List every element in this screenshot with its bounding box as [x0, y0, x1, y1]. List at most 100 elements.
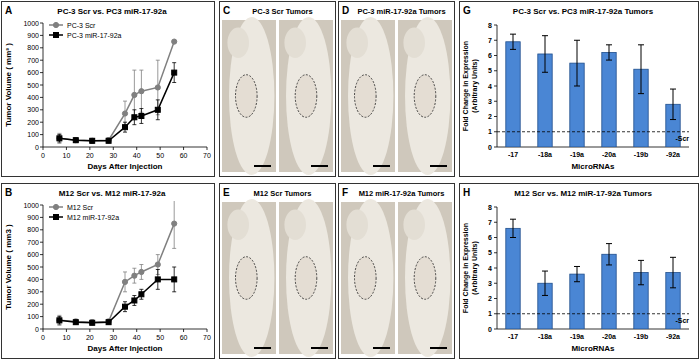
photo: [398, 199, 452, 357]
error-stem: [545, 271, 546, 295]
y-tick-label: 200: [27, 301, 39, 308]
y-tick-label: 8: [488, 204, 492, 211]
error-cap: [510, 34, 516, 35]
tumor-outline: [414, 75, 436, 118]
data-point: [172, 277, 177, 282]
error-cap: [510, 49, 516, 50]
photo: [279, 199, 333, 357]
y-axis-label: Tumor Volume ( mm3 ): [4, 224, 13, 310]
x-tick-label: -18a: [538, 333, 552, 340]
data-point: [57, 318, 62, 323]
y-tick-label: 600: [27, 69, 39, 76]
photo-title: M12 Scr Tumors: [254, 189, 312, 198]
y-tick-label: 0: [35, 144, 39, 151]
y-axis-label: (Arbitrary Units): [471, 241, 479, 295]
panel-frame: [220, 184, 336, 359]
error-bar: [172, 63, 176, 83]
error-stem: [641, 45, 642, 94]
x-tick-label: 50: [156, 152, 164, 159]
panel-letter: A: [5, 5, 12, 16]
y-tick: [40, 122, 43, 123]
panel-frame: [2, 2, 215, 177]
error-bar: [132, 110, 136, 125]
error-cap: [574, 40, 580, 41]
tumor-outline: [414, 257, 436, 300]
error-bar: [132, 296, 136, 306]
y-tick: [494, 25, 497, 26]
error-cap: [132, 268, 136, 269]
data-point: [139, 89, 144, 94]
bar: [506, 42, 520, 147]
x-tick-label: 10: [63, 152, 71, 159]
error-cap: [156, 289, 160, 290]
y-tick: [40, 109, 43, 110]
panel-letter: E: [223, 187, 230, 198]
y-tick: [40, 217, 43, 218]
error-cap: [156, 254, 160, 255]
y-tick-label: 0: [488, 144, 492, 151]
series-line: [59, 224, 174, 323]
plot-area: [497, 34, 689, 147]
data-point: [139, 292, 144, 297]
data-point: [132, 115, 137, 120]
error-cap: [510, 237, 516, 238]
legend-label: M12 Scr: [67, 204, 94, 211]
x-tick-label: -20a: [602, 151, 616, 158]
y-tick: [494, 207, 497, 208]
y-tick: [494, 40, 497, 41]
y-tick-label: 6: [488, 234, 492, 241]
x-tick: [160, 329, 161, 332]
reference-label: -Scr: [675, 135, 689, 142]
tumor-outline: [295, 75, 317, 118]
data-point: [155, 85, 160, 90]
mouse-limb: [284, 210, 306, 240]
error-cap: [123, 132, 127, 133]
y-tick-label: 700: [27, 239, 39, 246]
y-tick: [40, 47, 43, 48]
error-cap: [123, 271, 127, 272]
x-tick-label: 20: [86, 334, 94, 341]
y-tick-label: 800: [27, 226, 39, 233]
panel-letter: C: [223, 5, 230, 16]
error-cap: [574, 266, 580, 267]
error-cap: [57, 143, 61, 144]
error-cap: [57, 315, 61, 316]
data-point: [122, 111, 127, 116]
x-tick-label: 70: [203, 152, 211, 159]
data-point: [90, 138, 95, 143]
error-bar: [574, 266, 580, 281]
error-cap: [606, 60, 612, 61]
data-point: [57, 136, 62, 141]
panel-letter: B: [5, 187, 12, 198]
y-tick-label: 2: [488, 295, 492, 302]
y-tick-label: 600: [27, 251, 39, 258]
error-cap: [606, 264, 612, 265]
error-cap: [172, 62, 176, 63]
y-axis-label: Tumor Volume ( mm³ ): [4, 43, 13, 127]
y-tick-label: 100: [27, 131, 39, 138]
scale-bar: [254, 165, 271, 167]
y-tick-label: 7: [488, 219, 492, 226]
error-bar: [90, 320, 94, 325]
error-cap: [132, 109, 136, 110]
x-tick-label: 0: [41, 152, 45, 159]
error-cap: [57, 324, 61, 325]
error-cap: [132, 305, 136, 306]
y-tick: [494, 298, 497, 299]
y-axis-label: Fold Change in Expression: [462, 41, 470, 131]
legend-label: PC-3 Scr: [67, 22, 96, 29]
x-tick-label: 60: [180, 334, 188, 341]
mouse-limb: [346, 28, 368, 58]
error-stem: [577, 40, 578, 86]
y-tick: [40, 134, 43, 135]
y-tick-label: 2: [488, 113, 492, 120]
y-tick: [40, 229, 43, 230]
error-cap: [172, 267, 176, 268]
reference-label: -Scr: [675, 317, 689, 324]
scale-bar: [373, 165, 390, 167]
photo: [279, 17, 333, 175]
legend-marker: [53, 22, 58, 27]
error-bar: [107, 319, 111, 324]
error-bar: [74, 319, 78, 324]
error-bar: [156, 269, 160, 289]
